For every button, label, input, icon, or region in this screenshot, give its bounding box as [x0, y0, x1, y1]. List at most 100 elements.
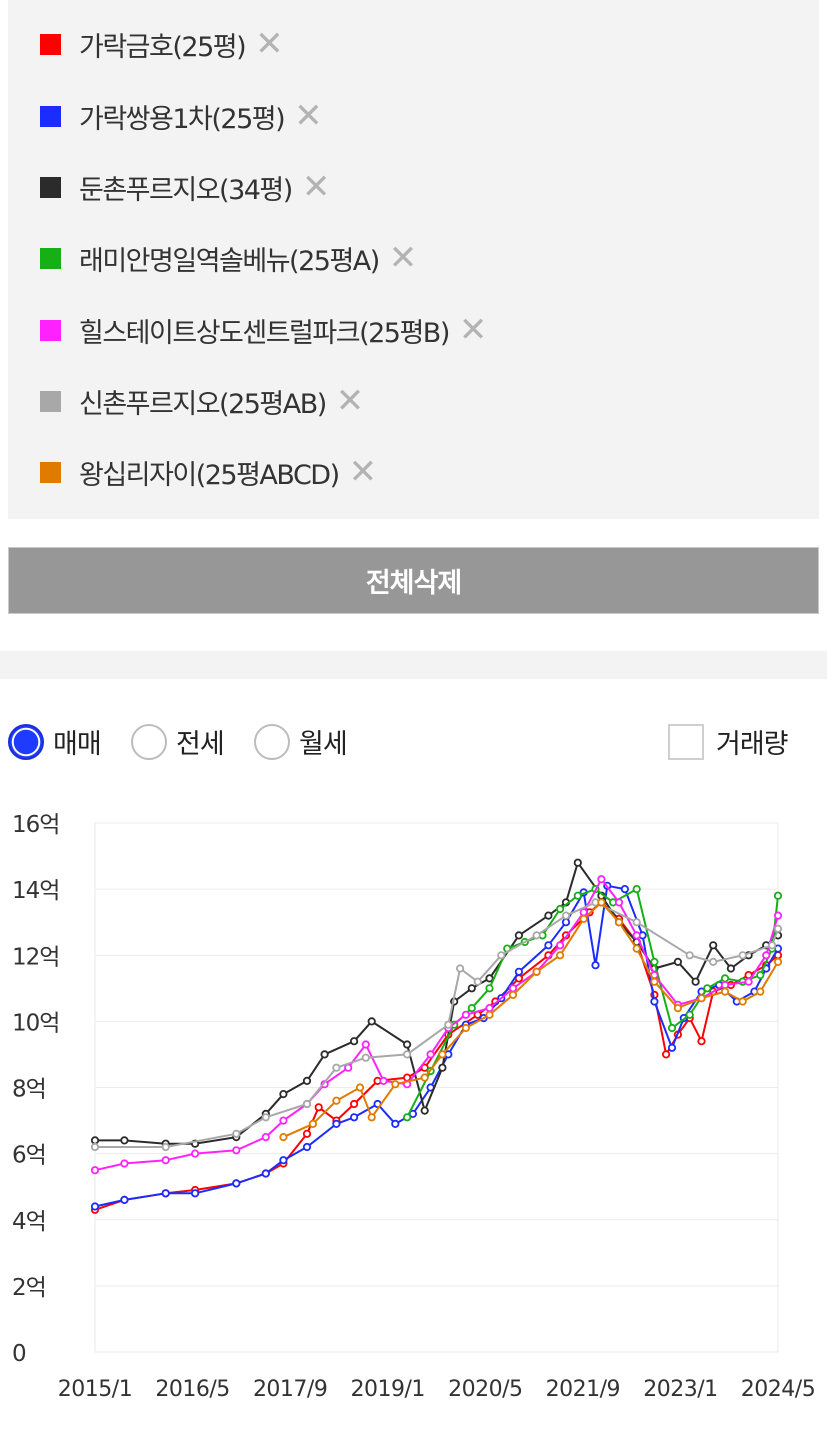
data-point [332, 1063, 341, 1072]
data-point [420, 1063, 429, 1072]
data-point [632, 918, 641, 927]
x-tick-label: 2020/5 [448, 1377, 522, 1402]
data-point [773, 957, 783, 966]
y-tick-label: 16억 [12, 812, 59, 838]
radio-sale-circle[interactable] [8, 723, 44, 760]
data-point [738, 951, 747, 960]
data-point [161, 1189, 170, 1198]
radio-jeonse-label: 전세 [176, 729, 225, 760]
data-point [650, 997, 659, 1006]
legend-color-swatch [40, 247, 61, 269]
data-point [667, 1023, 677, 1033]
radio-sale[interactable]: 매매 [8, 722, 102, 761]
data-point [709, 957, 718, 966]
data-point [302, 1129, 312, 1138]
radio-jeonse-circle[interactable] [131, 723, 167, 760]
delete-all-button[interactable]: 전체삭제 [8, 547, 819, 614]
data-point [402, 1050, 412, 1059]
volume-toggle[interactable]: 거래량 [668, 722, 789, 761]
data-point [90, 1142, 100, 1152]
radio-monthly-rent[interactable]: 월세 [254, 722, 348, 761]
y-tick-label: 14억 [12, 878, 59, 904]
radio-monthly-rent-circle[interactable] [254, 723, 290, 760]
radio-sale-label: 매매 [53, 729, 102, 760]
data-point [232, 1179, 241, 1188]
legend-color-swatch [40, 461, 61, 483]
volume-checkbox[interactable] [668, 723, 704, 760]
y-tick-label: 6억 [12, 1143, 46, 1169]
legend-color-swatch [40, 176, 61, 198]
data-point [756, 987, 765, 996]
legend-item: 둔촌푸르지오(34평) ✕ [40, 167, 330, 207]
data-point [614, 898, 624, 907]
legend-label: 왕십리자이(25평ABCD) [79, 459, 340, 491]
data-point [426, 1050, 435, 1059]
data-point [320, 1050, 329, 1059]
data-point [650, 957, 659, 966]
close-icon[interactable]: ✕ [388, 238, 418, 278]
data-point [90, 1166, 100, 1175]
data-point [591, 961, 600, 970]
data-point [302, 1099, 312, 1109]
comparison-legend-panel [8, 0, 819, 519]
data-point [461, 1010, 470, 1019]
data-point [473, 977, 482, 986]
data-point [355, 1083, 365, 1092]
chart-controls: 매매 전세 월세 거래량 [0, 712, 827, 768]
data-point [455, 964, 465, 973]
legend-label: 래미안명일역솔베뉴(25평A) [79, 245, 380, 277]
data-point [762, 951, 771, 960]
data-point [302, 1076, 312, 1085]
data-point [697, 1037, 706, 1046]
x-tick-label: 2015/1 [58, 1377, 132, 1402]
close-icon[interactable]: ✕ [348, 452, 378, 492]
data-point [420, 1073, 429, 1082]
data-point [620, 885, 630, 894]
close-icon[interactable]: ✕ [294, 96, 323, 136]
data-point [685, 1010, 694, 1019]
data-point [514, 967, 524, 976]
data-point [544, 911, 553, 920]
data-point [361, 1053, 370, 1062]
data-point [461, 1023, 470, 1033]
data-point [302, 1142, 312, 1152]
data-point [697, 994, 706, 1003]
close-icon[interactable]: ✕ [255, 24, 284, 64]
data-point [773, 911, 783, 920]
close-icon[interactable]: ✕ [458, 310, 488, 350]
radio-jeonse[interactable]: 전세 [131, 722, 225, 761]
data-point [402, 1040, 412, 1049]
data-point [661, 1050, 671, 1059]
data-point [555, 951, 565, 960]
data-point [773, 891, 783, 900]
x-tick-label: 2017/9 [253, 1377, 327, 1402]
data-point [720, 987, 730, 996]
data-point [308, 1119, 317, 1128]
data-point [349, 1037, 359, 1046]
data-point [261, 1113, 270, 1122]
close-icon[interactable]: ✕ [301, 167, 331, 207]
data-point [497, 951, 506, 960]
legend-label: 가락쌍용1차(25평) [79, 103, 286, 135]
close-icon[interactable]: ✕ [335, 381, 365, 421]
volume-label: 거래량 [716, 729, 789, 760]
x-tick-label: 2019/1 [351, 1377, 425, 1402]
data-point [544, 941, 553, 950]
data-point [555, 941, 565, 950]
data-point [756, 971, 765, 980]
legend-item: 래미안명일역솔베뉴(25평A) ✕ [40, 238, 417, 278]
data-point [314, 1103, 323, 1112]
data-point [561, 918, 571, 927]
x-tick-label: 2023/1 [643, 1377, 717, 1402]
legend-item: 힐스테이트상도센트럴파크(25평B) ✕ [40, 310, 487, 350]
data-point [391, 1080, 400, 1089]
data-point [485, 1010, 494, 1019]
price-chart: 0 2억 4억 6억 8억 10억 12억 14억 16억 2015/1 2016/5 2017/9 2… [0, 790, 827, 1435]
data-point [485, 1004, 494, 1013]
x-tick-label: 2021/9 [546, 1377, 620, 1402]
data-point [120, 1136, 129, 1145]
data-point [579, 908, 588, 917]
y-tick-label: 2억 [12, 1275, 46, 1301]
legend-label: 둔촌푸르지오(34평) [79, 174, 293, 206]
legend-label: 힐스테이트상도센트럴파크(25평B) [79, 317, 450, 349]
